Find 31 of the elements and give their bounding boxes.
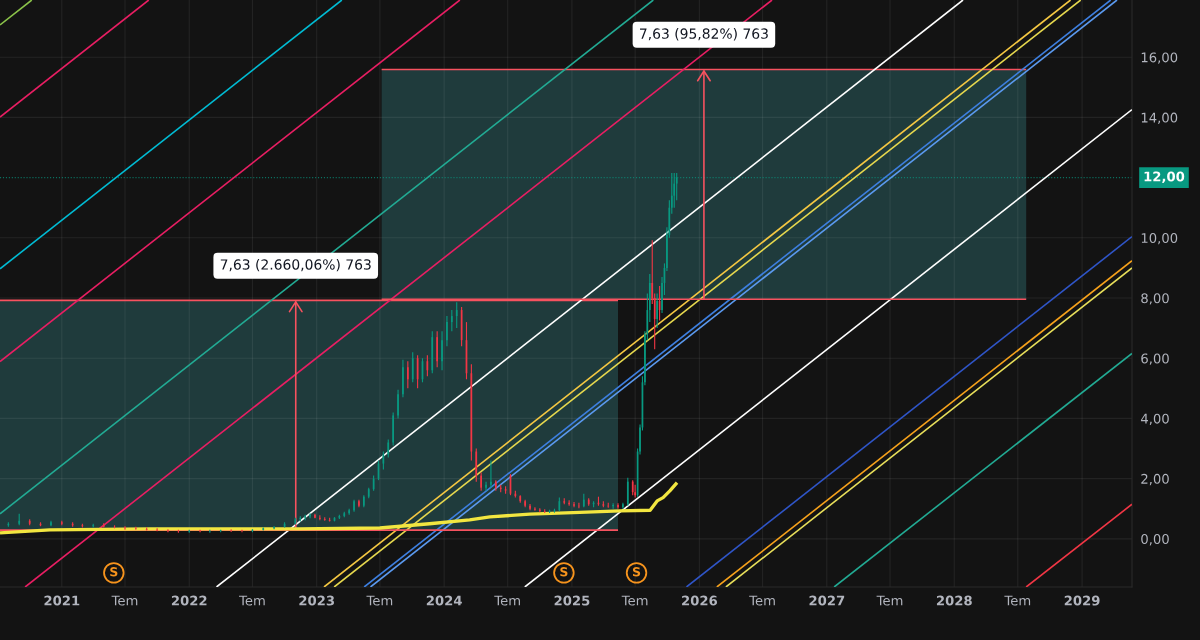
x-tick-label: 2026 xyxy=(682,595,718,606)
x-tick-label: 2028 xyxy=(936,595,972,606)
x-tick-label: Tem xyxy=(621,595,648,606)
x-tick-label: 2025 xyxy=(554,595,590,606)
x-tick-label: Tem xyxy=(1004,595,1031,606)
x-tick-label: 2021 xyxy=(44,595,80,606)
x-tick-label: 2022 xyxy=(171,595,207,606)
y-tick-label: 16,00 xyxy=(1141,52,1178,64)
y-tick-label: 2,00 xyxy=(1141,473,1169,486)
y-tick-label: 0,00 xyxy=(1141,534,1169,546)
y-tick-label: 8,00 xyxy=(1141,293,1169,305)
x-tick-label: Tem xyxy=(366,595,393,606)
annotation: 7,63 (95,82%) 763 xyxy=(640,28,768,41)
x-tick-label: Tem xyxy=(749,595,775,606)
x-tick-label: 2024 xyxy=(426,595,462,606)
x-tick-label: Tem xyxy=(876,595,903,606)
annotation: S xyxy=(632,567,641,577)
x-tick-label: Tem xyxy=(239,595,265,606)
annotation: 7,63 (2.660,06%) 763 xyxy=(220,259,371,272)
ref-line-label: 12,00 xyxy=(1144,171,1185,184)
y-tick-label: 4,00 xyxy=(1140,413,1169,425)
y-tick-label: 14,00 xyxy=(1141,112,1178,124)
x-tick-label: 2029 xyxy=(1064,595,1100,606)
annotation: S xyxy=(110,567,118,577)
x-tick-label: Tem xyxy=(111,595,138,606)
annotation: S xyxy=(560,567,568,577)
y-tick-label: 10,00 xyxy=(1141,233,1178,245)
x-tick-label: 2023 xyxy=(299,595,335,606)
x-tick-label: 2027 xyxy=(809,595,845,606)
y-tick-label: 6,00 xyxy=(1141,353,1169,365)
x-tick-label: Tem xyxy=(494,595,520,606)
